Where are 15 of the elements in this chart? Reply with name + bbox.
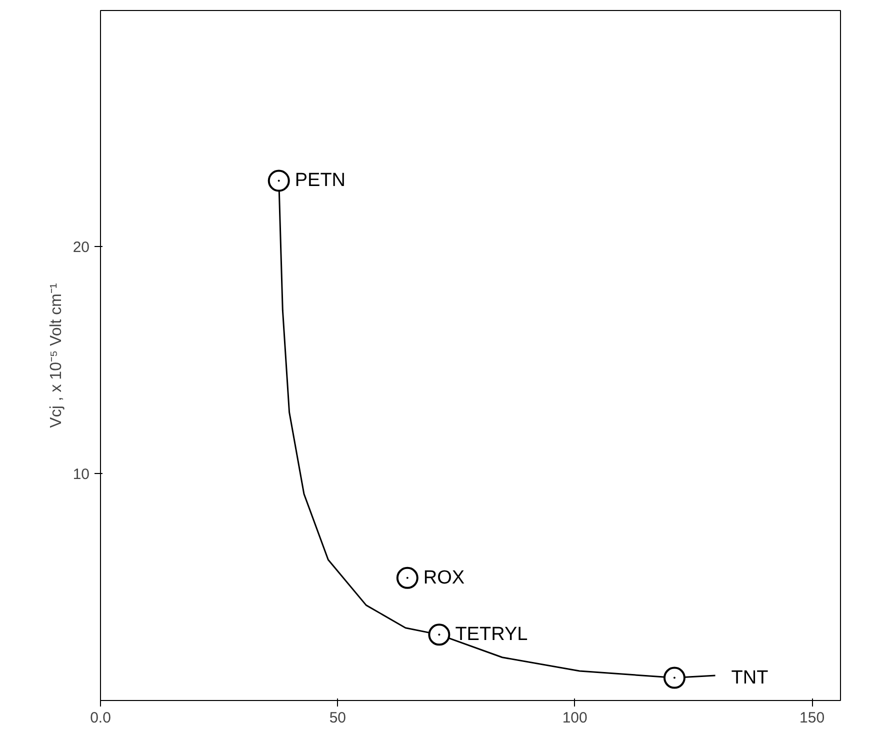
annotation: PETN <box>294 170 346 192</box>
x-tick-label: 50 <box>329 710 346 726</box>
y-tick-label: 10 <box>72 466 90 484</box>
annotation: TETRYL <box>455 624 528 646</box>
annotation: ROX <box>423 567 465 588</box>
y-axis-title: Vcj , x 10⁻⁵ Volt cm⁻¹ <box>48 283 65 428</box>
annotation: TNT <box>731 667 769 688</box>
point <box>663 666 686 689</box>
x-tick-label: 150 <box>800 710 825 726</box>
y-tick-label: 20 <box>72 239 90 256</box>
point <box>396 566 418 589</box>
point <box>268 170 290 192</box>
x-tick-label: 100 <box>562 710 588 726</box>
x-tick-label: 0.0 <box>90 710 111 726</box>
point <box>428 624 450 646</box>
